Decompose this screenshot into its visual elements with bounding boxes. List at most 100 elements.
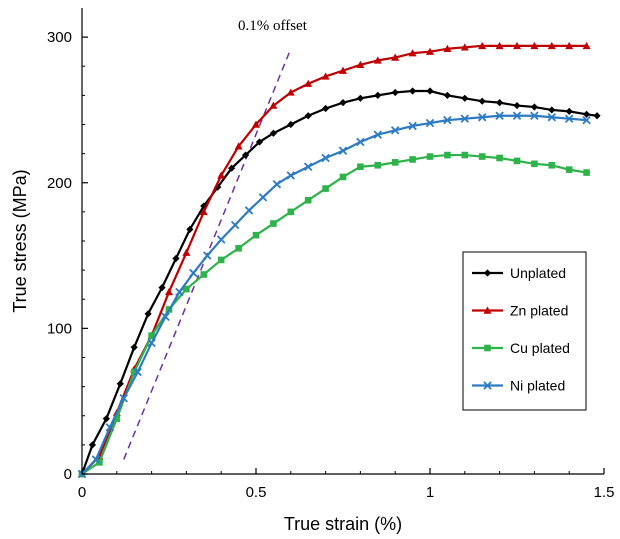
point-ni-plated-stroke [161,312,170,321]
point-ni-plated [408,121,417,131]
point-ni-plated-stroke [582,115,591,125]
point-unplated [102,415,110,423]
point-ni-plated-stroke [530,111,539,120]
point-unplated [513,101,521,110]
point-cu-plated [461,151,469,159]
point-ni-plated-stroke [105,423,115,432]
point-zn-plated [234,142,243,150]
point-cu-plated [391,159,399,166]
point-ni-plated [425,118,435,128]
x-axis-label: True strain (%) [284,514,402,534]
point-unplated [374,91,382,99]
point-unplated [478,97,486,105]
point-zn-plated [530,41,539,50]
point-cu-plated [148,332,155,339]
point-ni-plated-stroke [147,338,156,348]
point-cu-plated [339,173,347,181]
point-ni-plated [230,220,240,230]
point-ni-plated [203,251,212,260]
point-unplated [409,87,417,95]
point-ni-plated-stroke [408,121,417,131]
point-ni-plated [244,206,254,215]
point-ni-plated [119,394,128,403]
point-cu-plated [531,160,538,168]
point-ni-plated-stroke [443,115,452,125]
point-zn-plated [286,88,295,96]
point-ni-plated [512,111,522,120]
point-unplated [88,441,97,449]
point-unplated [255,138,264,146]
offset-annotation: 0.1% offset [238,18,308,34]
point-cu-plated [200,271,208,278]
point-zn-plated [373,56,382,64]
point-ni-plated [477,112,487,122]
point-unplated [356,94,364,102]
point-cu-plated [270,220,277,227]
point-ni-plated-stroke [356,137,365,147]
point-zn-plated [304,79,313,87]
legend-label-unplated: Unplated [510,265,566,281]
point-unplated [391,88,399,97]
point-cu-plated [583,169,590,176]
point-cu-plated [548,161,556,169]
y-tick-label: 200 [47,175,72,192]
point-ni-plated [390,126,400,135]
series-unplated [78,87,601,478]
point-ni-plated-stroke [203,251,212,260]
legend-label-zn-plated: Zn plated [510,303,568,319]
point-cu-plated [322,185,329,192]
point-ni-plated-stroke [547,112,557,122]
point-unplated [530,103,538,111]
point-ni-plated [133,367,142,377]
legend-marker-zn-plated [483,306,492,314]
point-unplated [443,91,451,99]
point-zn-plated [478,41,487,50]
legend-marker-ni-plated [483,381,492,390]
point-ni-plated [286,171,296,180]
tick-labels: 0 0.5 1 1.5 0 100 200 300 [47,29,614,501]
point-ni-plated-stroke [189,268,198,278]
point-ni-plated [356,137,365,147]
point-cu-plated [374,161,382,169]
point-ni-plated [373,130,383,139]
point-ni-plated [338,146,348,155]
point-zn-plated [321,72,330,80]
x-tick-label: 0 [78,484,86,501]
point-zn-plated [391,53,400,61]
point-ni-plated-stroke [321,153,330,163]
point-unplated [565,107,573,115]
point-unplated [144,310,152,318]
point-ni-plated-stroke [390,126,400,135]
point-ni-plated [216,235,226,244]
point-cu-plated [496,154,503,162]
point-unplated [287,120,295,129]
point-cu-plated [478,153,486,160]
point-zn-plated [217,171,226,179]
point-ni-plated-stroke [230,220,240,230]
point-ni-plated [547,112,557,122]
point-ni-plated [161,312,170,321]
point-zn-plated [460,43,469,51]
point-ni-plated-stroke [133,367,142,377]
point-zn-plated [165,287,173,296]
point-cu-plated [357,163,364,171]
point-zn-plated [252,120,260,128]
point-ni-plated [321,153,330,163]
point-unplated [339,99,347,107]
point-ni-plated [91,455,101,464]
point-cu-plated [304,196,312,204]
point-unplated [548,106,556,114]
point-zn-plated [495,41,504,50]
point-unplated [426,87,434,95]
point-ni-plated-stroke [303,162,313,171]
point-cu-plated [217,256,225,264]
point-zn-plated [356,60,365,68]
point-ni-plated [495,111,504,120]
series-ni-plated [77,111,591,479]
point-zn-plated [408,49,417,57]
point-unplated [228,164,236,172]
legend: Unplated Zn plated Cu plated Ni plated [462,251,587,411]
point-ni-plated [175,287,184,297]
series-line-zn-plated [81,44,587,475]
point-unplated [461,94,469,102]
